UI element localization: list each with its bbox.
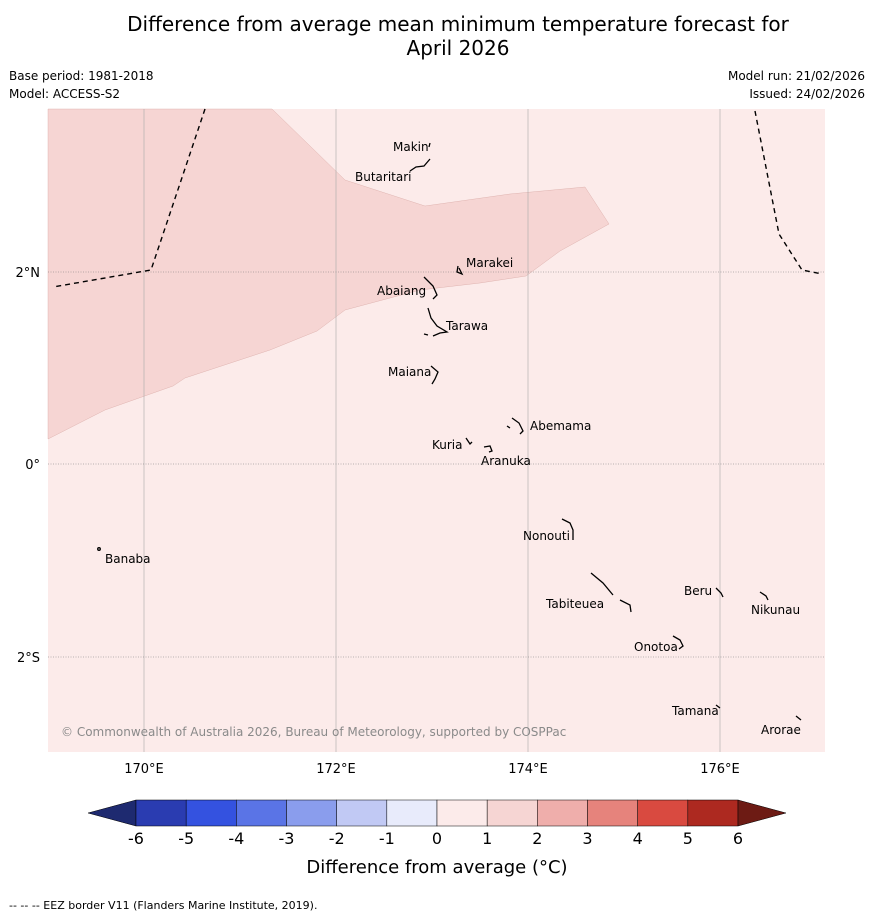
parallels	[48, 271, 825, 658]
colorbar-tick-label: 6	[733, 829, 743, 848]
colorbar-bin	[537, 799, 588, 827]
issued-date: Issued: 24/02/2026	[749, 87, 865, 101]
colorbar-tick-label: 1	[482, 829, 492, 848]
tabiteuea-island	[590, 572, 632, 613]
model-name: Model: ACCESS-S2	[9, 87, 121, 101]
island-label: Maiana	[388, 365, 431, 379]
island-label: Nonouti	[523, 529, 570, 543]
onotoa-island	[672, 635, 684, 650]
abaiang-island	[423, 276, 438, 300]
lat-tick-label: 0°	[25, 458, 40, 473]
beru-island	[715, 587, 724, 598]
tamana-island	[715, 704, 721, 709]
nonouti-island	[561, 518, 574, 540]
island-label: Aranuka	[481, 454, 531, 468]
colorbar: -6 -5 -4 -3 -2 -1 0 1 2 3 4 5 6 Difference from aver…	[87, 799, 787, 878]
colorbar-bin	[687, 799, 739, 827]
colorbar-tick-label: 4	[633, 829, 643, 848]
colorbar-ticks: -6 -5 -4 -3 -2 -1 0 1 2 3 4 5 6	[128, 829, 743, 848]
colorbar-tick-label: -1	[379, 829, 395, 848]
island-label: Butaritari	[355, 170, 412, 184]
copyright-notice: © Commonwealth of Australia 2026, Bureau…	[61, 725, 566, 739]
island-label: Tabiteuea	[545, 597, 604, 611]
colorbar-bin	[386, 799, 438, 827]
lat-tick-label: 2°S	[17, 651, 40, 666]
island-shapes	[97, 142, 802, 721]
colorbar-tick-label: -3	[279, 829, 295, 848]
island-label: Banaba	[105, 552, 151, 566]
colorbar-bin	[436, 799, 488, 827]
colorbar-tick-label: -4	[228, 829, 244, 848]
island-label: Makin	[393, 140, 429, 154]
tarawa-island	[423, 307, 449, 337]
colorbar-tick-label: -2	[329, 829, 345, 848]
colorbar-tick-label: 3	[582, 829, 592, 848]
colorbar-over-arrow	[737, 799, 787, 827]
title-line-1: Difference from average mean minimum tem…	[127, 12, 789, 36]
eez-borders	[52, 108, 823, 288]
lon-tick-label: 176°E	[700, 762, 740, 777]
colorbar-bin	[185, 799, 237, 827]
meta-left: Base period: 1981-2018 Model: ACCESS-S2	[9, 67, 154, 103]
colorbar-tick-label: 5	[683, 829, 693, 848]
base-period: Base period: 1981-2018	[9, 69, 154, 83]
colorbar-tick-label: -6	[128, 829, 144, 848]
island-label: Tarawa	[445, 319, 488, 333]
colorbar-tick-label: -5	[178, 829, 194, 848]
colorbar-bin	[587, 799, 638, 827]
colorbar-bin	[236, 799, 287, 827]
eez-border-east	[754, 110, 823, 275]
island-label: Arorae	[761, 723, 801, 737]
lat-tick-label: 2°N	[16, 266, 41, 281]
makin-island	[428, 142, 431, 148]
abemama-island	[506, 417, 524, 435]
gridlines	[143, 109, 721, 752]
aranuka-island	[483, 445, 493, 453]
colorbar-bin	[637, 799, 689, 827]
colorbar-bin	[135, 799, 187, 827]
colorbar-label: Difference from average (°C)	[306, 857, 567, 878]
island-label: Kuria	[432, 438, 463, 452]
colorbar-bins	[135, 799, 739, 827]
maiana-island	[430, 365, 439, 385]
lon-tick-label: 174°E	[508, 762, 548, 777]
marakei-island	[456, 265, 464, 276]
island-label: Abemama	[530, 419, 591, 433]
banaba-island	[97, 547, 101, 551]
island-label: Beru	[684, 584, 712, 598]
island-label: Abaiang	[377, 284, 426, 298]
colorbar-tick-label: 0	[432, 829, 442, 848]
meta-right: Model run: 21/02/2026 Issued: 24/02/2026	[728, 67, 865, 103]
model-run: Model run: 21/02/2026	[727, 69, 865, 83]
title-line-2: April 2026	[406, 36, 510, 60]
island-label: Tamana	[671, 704, 719, 718]
kuria-island	[465, 437, 473, 446]
island-label: Nikunau	[751, 603, 800, 617]
chart-title: Difference from average mean minimum tem…	[0, 12, 873, 60]
lon-tick-label: 170°E	[124, 762, 164, 777]
lon-tick-label: 172°E	[316, 762, 356, 777]
island-label: Onotoa	[634, 640, 678, 654]
colorbar-under-arrow	[87, 799, 137, 827]
arorae-island	[795, 715, 802, 721]
colorbar-bin	[286, 799, 337, 827]
island-label: Marakei	[466, 256, 513, 270]
colorbar-bin	[336, 799, 388, 827]
eez-footnote: -- -- -- EEZ border V11 (Flanders Marine…	[9, 899, 318, 912]
nikunau-island	[759, 591, 769, 601]
anomaly-region-1-2	[47, 108, 610, 440]
butaritari-island	[409, 158, 431, 172]
colorbar-tick-label: 2	[532, 829, 542, 848]
colorbar-bin	[486, 799, 538, 827]
eez-border-west	[52, 108, 206, 288]
